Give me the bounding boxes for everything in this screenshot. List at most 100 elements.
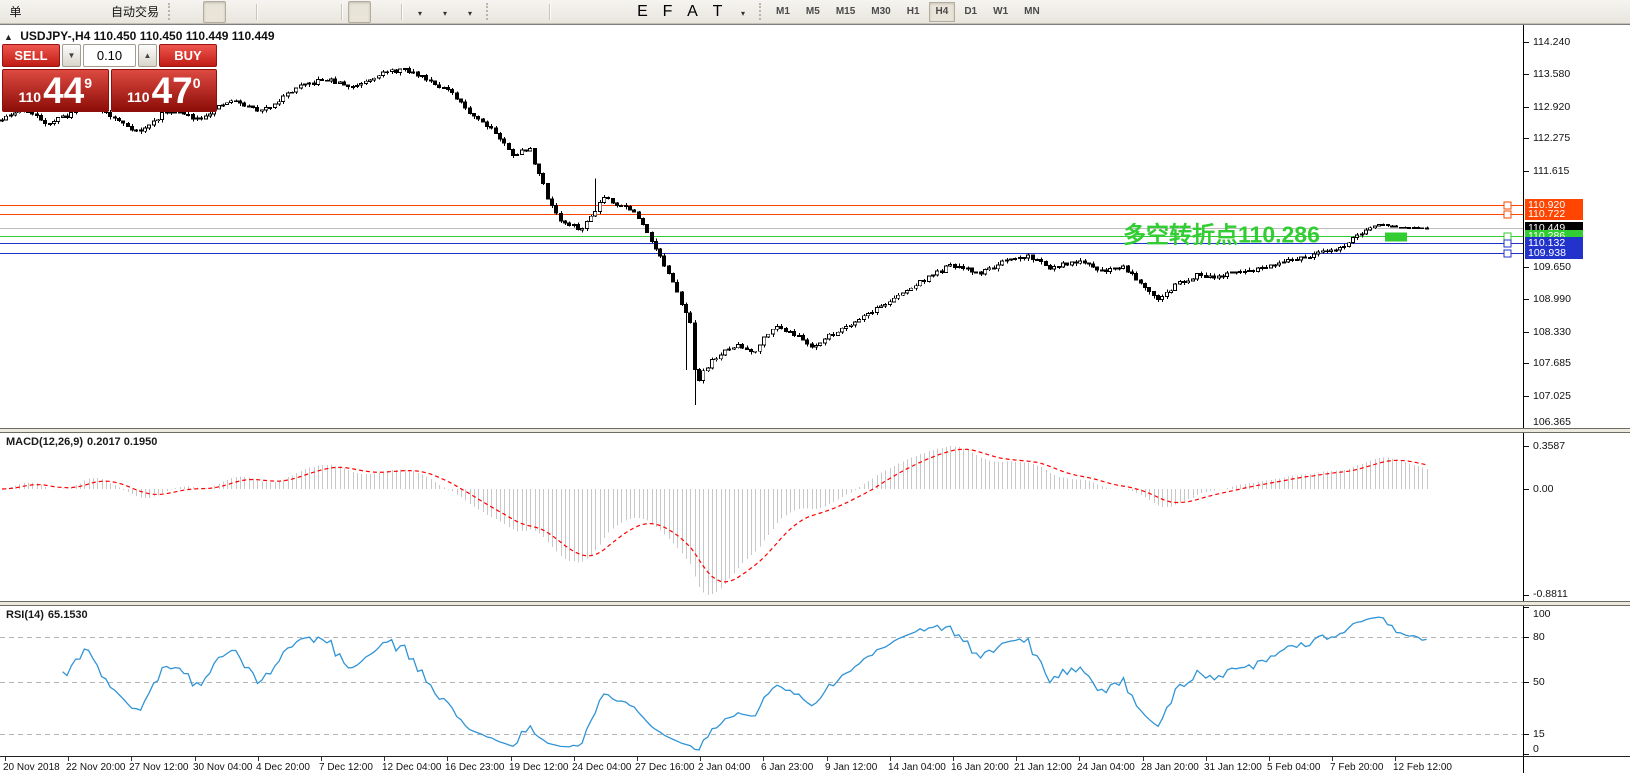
crosshair-button[interactable] bbox=[521, 1, 544, 23]
time-tick bbox=[890, 757, 891, 761]
chat-button[interactable] bbox=[1603, 1, 1626, 23]
text-button[interactable]: A bbox=[687, 2, 698, 20]
text-label-button[interactable]: T bbox=[712, 2, 723, 20]
macd-values: 0.2017 0.1950 bbox=[87, 436, 158, 448]
toolbar-separator bbox=[341, 3, 344, 20]
search-button[interactable] bbox=[1578, 1, 1601, 23]
price-tick-label: 111.615 bbox=[1533, 165, 1570, 177]
time-label: 24 Dec 04:00 bbox=[572, 762, 632, 773]
time-label: 5 Feb 04:00 bbox=[1267, 762, 1321, 773]
price-tick bbox=[1524, 267, 1529, 268]
tile-windows-button[interactable] bbox=[313, 1, 336, 23]
one-click-trade-panel: SELL ▼ ▲ BUY 110 44 9 110 47 0 bbox=[2, 44, 217, 112]
vertical-line-button[interactable] bbox=[556, 1, 579, 23]
time-label: 22 Nov 20:00 bbox=[66, 762, 126, 773]
horizontal-line-button[interactable] bbox=[581, 1, 604, 23]
cursor-button[interactable] bbox=[496, 1, 519, 23]
macd-tick-label: -0.8811 bbox=[1533, 588, 1568, 600]
zoom-in-button[interactable] bbox=[263, 1, 286, 23]
rsi-tick bbox=[1524, 637, 1529, 638]
timeframe-d1-button[interactable]: D1 bbox=[964, 6, 978, 17]
time-label: 16 Dec 23:00 bbox=[445, 762, 505, 773]
candlestick-plot[interactable]: 多空转折点110.286 bbox=[0, 25, 1523, 428]
channel-button[interactable]: E bbox=[637, 2, 648, 20]
toolbar-drag-handle[interactable] bbox=[759, 3, 764, 20]
main-chart-pane[interactable]: 多空转折点110.286 114.240 113.580 112.920 112.27… bbox=[0, 25, 1630, 428]
pane-separator[interactable] bbox=[0, 601, 1630, 606]
time-label: 27 Dec 16:00 bbox=[635, 762, 695, 773]
bar-chart-button[interactable] bbox=[178, 1, 201, 23]
sell-price-display[interactable]: 110 44 9 bbox=[2, 69, 109, 112]
timeframe-mn-button[interactable]: MN bbox=[1024, 6, 1040, 17]
history-button[interactable] bbox=[29, 1, 52, 23]
chart-window-button[interactable] bbox=[54, 1, 77, 23]
time-label: 27 Nov 12:00 bbox=[129, 762, 189, 773]
period-button[interactable]: ▾ bbox=[443, 8, 448, 18]
sell-button[interactable]: SELL bbox=[2, 44, 60, 67]
rsi-svg bbox=[0, 616, 1523, 751]
autotrade-button[interactable]: 自动交易 bbox=[111, 4, 160, 19]
macd-tick bbox=[1524, 595, 1529, 596]
timeframe-m30-button[interactable]: M30 bbox=[871, 6, 891, 17]
new-chart-button[interactable]: ▾ bbox=[418, 8, 423, 18]
macd-scale[interactable]: 0.3587 0.00 -0.8811 bbox=[1523, 433, 1630, 601]
price-scale[interactable]: 114.240 113.580 112.920 112.275 111.615 109.6… bbox=[1523, 25, 1630, 428]
template-button[interactable]: ▾ bbox=[468, 8, 473, 18]
price-tick bbox=[1524, 171, 1529, 172]
volume-input[interactable] bbox=[83, 44, 136, 67]
time-axis[interactable]: 20 Nov 2018 22 Nov 20:00 27 Nov 12:00 30 No… bbox=[0, 756, 1630, 773]
price-tick-label: 114.240 bbox=[1533, 36, 1571, 48]
rsi-plot[interactable] bbox=[0, 606, 1523, 756]
toolbar-drag-handle[interactable] bbox=[486, 3, 491, 20]
toolbar-separator bbox=[549, 3, 552, 20]
buy-price-display[interactable]: 110 47 0 bbox=[110, 69, 217, 112]
auto-scroll-button[interactable] bbox=[348, 0, 372, 23]
time-label: 2 Jan 04:00 bbox=[698, 762, 751, 773]
timeframe-m5-button[interactable]: M5 bbox=[805, 6, 820, 17]
rsi-tick bbox=[1524, 734, 1529, 735]
chart-shift-button[interactable] bbox=[373, 1, 396, 23]
rsi-scale[interactable]: 100 80 50 15 0 bbox=[1523, 606, 1630, 756]
timeframe-m15-button[interactable]: M15 bbox=[835, 6, 856, 17]
rsi-name: RSI(14) bbox=[6, 609, 44, 621]
timeframe-w1-button[interactable]: W1 bbox=[993, 6, 1009, 17]
trendline-button[interactable] bbox=[606, 1, 629, 23]
rsi-value: 65.1530 bbox=[47, 609, 88, 621]
pane-separator[interactable] bbox=[0, 428, 1630, 433]
buy-price-main: 47 bbox=[151, 70, 193, 111]
rsi-tick-label: 100 bbox=[1533, 608, 1551, 620]
rsi-tick-label: 80 bbox=[1533, 631, 1545, 643]
rsi-pane[interactable]: 100 80 50 15 0 RSI(14) 65.1530 bbox=[0, 606, 1630, 756]
toolbar-drag-handle[interactable] bbox=[168, 3, 173, 20]
time-tick bbox=[1016, 757, 1017, 761]
time-tick bbox=[1143, 757, 1144, 761]
timeframe-h1-button[interactable]: H1 bbox=[906, 6, 920, 17]
sell-price-pip: 9 bbox=[84, 75, 93, 91]
macd-plot[interactable] bbox=[0, 433, 1523, 601]
macd-pane[interactable]: 0.3587 0.00 -0.8811 MACD(12,26,9) 0.2017 0.… bbox=[0, 433, 1630, 601]
rsi-tick bbox=[1524, 682, 1529, 683]
buy-button[interactable]: BUY bbox=[159, 44, 217, 67]
arrows-button[interactable]: ▾ bbox=[741, 8, 746, 18]
zoom-out-button[interactable] bbox=[288, 1, 311, 23]
collapse-panel-icon[interactable]: ▲ bbox=[4, 32, 13, 42]
volume-up-button[interactable]: ▲ bbox=[138, 44, 157, 67]
time-label: 28 Jan 20:00 bbox=[1141, 762, 1199, 773]
line-chart-button[interactable] bbox=[228, 1, 251, 23]
rsi-tick bbox=[1524, 754, 1529, 755]
volume-down-button[interactable]: ▼ bbox=[62, 44, 81, 67]
time-tick bbox=[384, 757, 385, 761]
macd-tick-label: 0.00 bbox=[1533, 483, 1554, 495]
timeframe-m1-button[interactable]: M1 bbox=[776, 6, 790, 17]
signal-button[interactable] bbox=[79, 1, 102, 23]
candlestick-button[interactable] bbox=[203, 0, 227, 23]
fibonacci-button[interactable]: F bbox=[662, 2, 673, 20]
buy-price-pip: 0 bbox=[192, 75, 201, 91]
price-line-tag: 110.132 bbox=[1525, 237, 1583, 249]
price-tick-label: 108.330 bbox=[1533, 326, 1571, 338]
new-order-button[interactable]: 单 bbox=[9, 5, 22, 19]
macd-title: MACD(12,26,9) 0.2017 0.1950 bbox=[6, 436, 161, 448]
timeframe-h4-button[interactable]: H4 bbox=[928, 1, 956, 22]
toolbar: 单 自动交易 ▾ ▾ ▾ E F A T ▾ M1 M5 M15 M30 H1 H4 D1 W1 MN bbox=[0, 0, 1630, 24]
turning-point-annotation: 多空转折点110.286 bbox=[1123, 222, 1320, 248]
